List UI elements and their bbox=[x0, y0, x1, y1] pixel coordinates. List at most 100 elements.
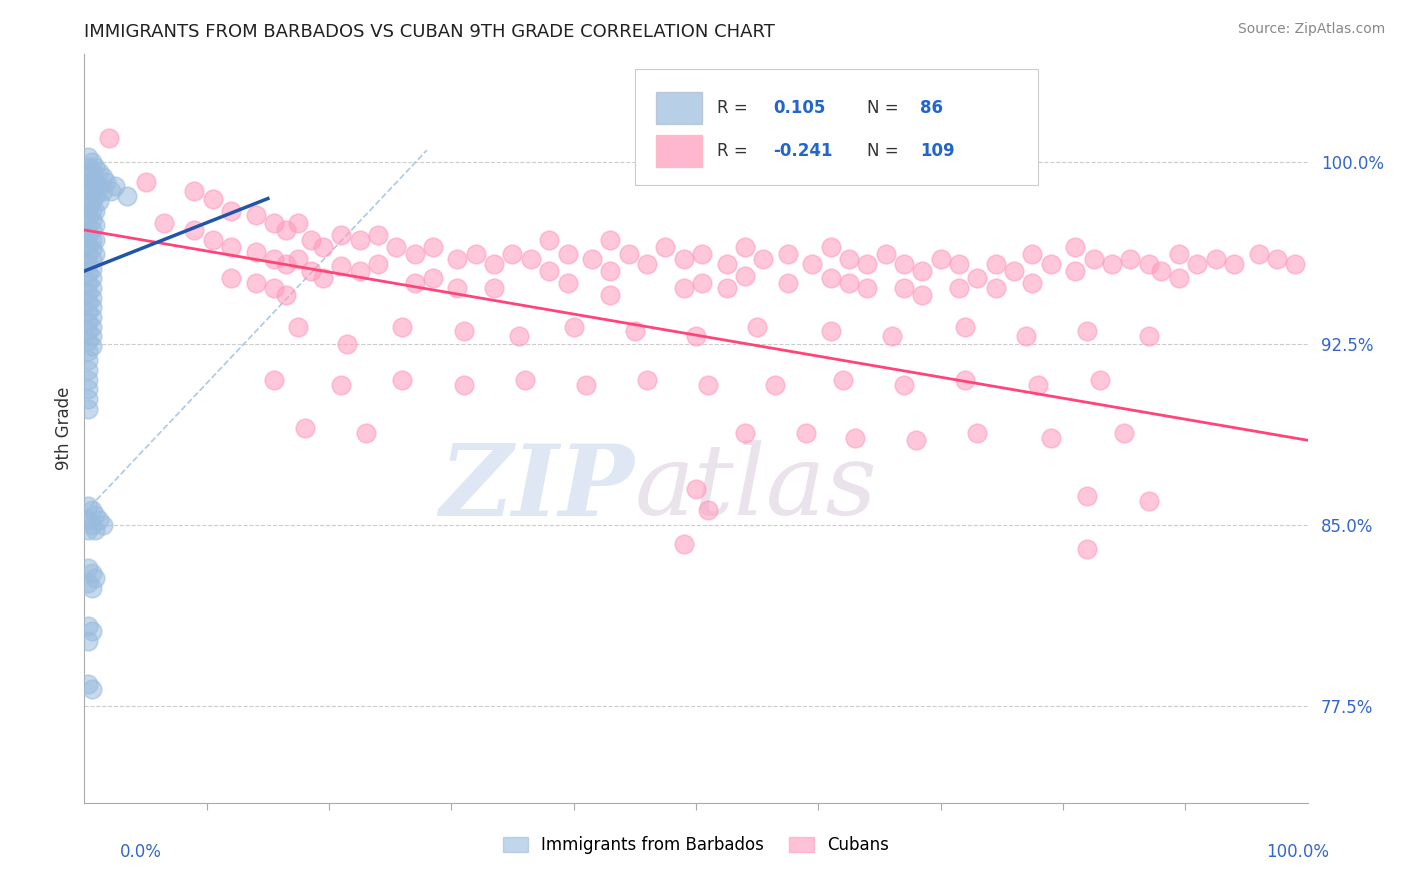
Point bbox=[77, 257, 100, 271]
Point bbox=[84, 508, 107, 523]
Text: 100.0%: 100.0% bbox=[1265, 843, 1329, 861]
Point bbox=[80, 242, 103, 256]
Point bbox=[219, 240, 242, 254]
Point bbox=[1021, 276, 1043, 290]
Point bbox=[84, 523, 107, 537]
Point bbox=[77, 315, 100, 329]
Point bbox=[330, 377, 353, 392]
Point bbox=[1205, 252, 1227, 266]
Point bbox=[1284, 257, 1306, 271]
Point bbox=[984, 257, 1007, 271]
Point bbox=[183, 223, 205, 237]
Point bbox=[294, 421, 316, 435]
Point bbox=[153, 216, 176, 230]
Point bbox=[276, 223, 298, 237]
Point bbox=[1002, 264, 1025, 278]
Point bbox=[1076, 489, 1098, 503]
Point bbox=[77, 169, 100, 184]
Point bbox=[77, 218, 100, 232]
FancyBboxPatch shape bbox=[636, 69, 1039, 185]
Point bbox=[966, 425, 988, 440]
Point bbox=[557, 276, 579, 290]
Point bbox=[115, 189, 138, 203]
Point bbox=[84, 160, 107, 174]
Point bbox=[80, 184, 103, 198]
Point bbox=[929, 252, 952, 266]
Point bbox=[77, 343, 100, 358]
Point bbox=[80, 301, 103, 315]
Point bbox=[77, 353, 100, 368]
Point bbox=[80, 155, 103, 169]
Point bbox=[672, 537, 695, 551]
Point bbox=[654, 240, 676, 254]
Point bbox=[984, 281, 1007, 295]
Point bbox=[219, 203, 242, 218]
Point bbox=[966, 271, 988, 285]
Point bbox=[617, 247, 640, 261]
Point bbox=[562, 319, 585, 334]
Text: 0.0%: 0.0% bbox=[120, 843, 162, 861]
Point bbox=[1247, 247, 1270, 261]
Point bbox=[856, 281, 879, 295]
Point bbox=[880, 329, 903, 343]
Point bbox=[276, 288, 298, 302]
Point bbox=[581, 252, 603, 266]
Point bbox=[599, 264, 621, 278]
Point bbox=[422, 240, 444, 254]
Point bbox=[80, 624, 103, 639]
Point bbox=[1039, 431, 1062, 445]
Point bbox=[1223, 257, 1246, 271]
Point bbox=[84, 189, 107, 203]
Point bbox=[1064, 240, 1087, 254]
Point bbox=[77, 334, 100, 348]
Point bbox=[201, 233, 224, 247]
Point bbox=[502, 247, 524, 261]
Point bbox=[508, 329, 530, 343]
Point bbox=[84, 218, 107, 232]
Point bbox=[77, 561, 100, 575]
Point bbox=[856, 257, 879, 271]
Point bbox=[1137, 329, 1160, 343]
Point bbox=[80, 175, 103, 189]
Point bbox=[776, 276, 799, 290]
Point bbox=[84, 233, 107, 247]
Text: IMMIGRANTS FROM BARBADOS VS CUBAN 9TH GRADE CORRELATION CHART: IMMIGRANTS FROM BARBADOS VS CUBAN 9TH GR… bbox=[84, 23, 775, 41]
Point bbox=[734, 425, 756, 440]
Point bbox=[299, 264, 322, 278]
Point bbox=[1137, 493, 1160, 508]
Point bbox=[482, 257, 505, 271]
Point bbox=[453, 325, 475, 339]
Point bbox=[557, 247, 579, 261]
Point bbox=[747, 319, 769, 334]
Point bbox=[87, 179, 110, 194]
Point bbox=[752, 252, 775, 266]
Point bbox=[636, 373, 658, 387]
Point bbox=[77, 392, 100, 406]
Point bbox=[263, 216, 285, 230]
Point bbox=[77, 633, 100, 648]
Point bbox=[312, 271, 335, 285]
Point bbox=[391, 373, 413, 387]
Point bbox=[1015, 329, 1038, 343]
Point bbox=[513, 373, 536, 387]
Point bbox=[690, 247, 713, 261]
Point bbox=[80, 233, 103, 247]
Point bbox=[349, 264, 371, 278]
Point bbox=[77, 499, 100, 513]
Point bbox=[287, 252, 309, 266]
Point bbox=[794, 425, 817, 440]
FancyBboxPatch shape bbox=[655, 93, 702, 124]
Point bbox=[245, 244, 267, 259]
Point bbox=[104, 179, 127, 194]
Point bbox=[385, 240, 408, 254]
Point bbox=[1187, 257, 1209, 271]
Point bbox=[80, 581, 103, 595]
Point bbox=[831, 373, 853, 387]
Point bbox=[520, 252, 543, 266]
Point bbox=[948, 257, 970, 271]
Point bbox=[201, 192, 224, 206]
Point bbox=[77, 179, 100, 194]
Point bbox=[801, 257, 824, 271]
Point bbox=[77, 160, 100, 174]
Point bbox=[697, 503, 720, 517]
